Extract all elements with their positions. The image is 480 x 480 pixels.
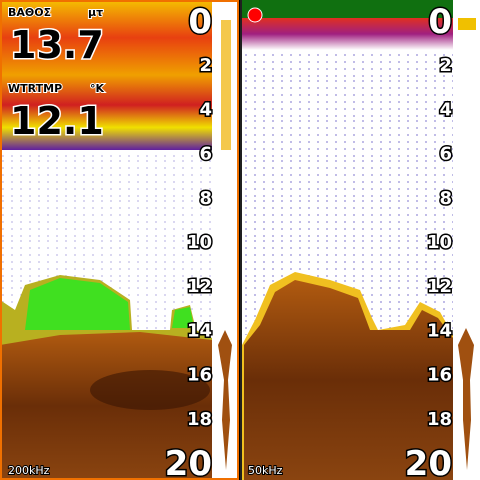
depth-scale-label: 18 <box>427 409 452 430</box>
temp-value: 12.1 <box>10 99 104 143</box>
depth-scale-label: 6 <box>439 144 452 165</box>
depth-scale-label: 20 <box>405 444 452 480</box>
right-panel: 50kHz <box>240 0 480 480</box>
seabed <box>0 332 212 480</box>
depth-scale-label: 10 <box>187 232 212 253</box>
temp-unit: °K <box>90 82 105 95</box>
depth-scale-label: 2 <box>439 55 452 76</box>
frequency: 200kHz <box>8 464 50 477</box>
depth-scale-label: 18 <box>187 409 212 430</box>
surface-clutter <box>242 18 453 50</box>
strip-echo <box>458 328 474 470</box>
divider <box>240 0 242 480</box>
depth-scale-label: 16 <box>187 365 212 386</box>
depth-scale-label: 4 <box>199 99 212 120</box>
depth-unit: μτ <box>88 6 103 19</box>
depth-scale-label: 8 <box>439 188 452 209</box>
left-panel: ΒΑΘΟΣ μτ 13.7 WTRTMP °K 12.1 200kHz <box>0 0 239 480</box>
surface-clutter <box>0 0 212 150</box>
depth-scale-label: 16 <box>427 365 452 386</box>
depth-scale-label: 4 <box>439 99 452 120</box>
depth-scale-label: 12 <box>187 276 212 297</box>
depth-label: ΒΑΘΟΣ <box>8 6 51 19</box>
depth-scale-label: 12 <box>427 276 452 297</box>
temp-label: WTRTMP <box>8 82 62 95</box>
strip-surface <box>221 20 231 150</box>
depth-scale-label: 2 <box>199 55 212 76</box>
depth-scale-label: 0 <box>428 2 452 42</box>
record-indicator <box>247 7 263 23</box>
fish-echo <box>25 278 194 330</box>
frequency: 50kHz <box>248 464 283 477</box>
depth-scale-label: 14 <box>187 320 212 341</box>
depth-scale-label: 6 <box>199 144 212 165</box>
depth-scales: 0 2 4 6 8 10 12 14 16 18 20 0 2 4 6 8 10 12 14 16 18 20 <box>163 1 453 480</box>
depth-value: 13.7 <box>10 23 104 67</box>
depth-scale-label: 10 <box>427 232 452 253</box>
depth-scale-label: 20 <box>165 444 212 480</box>
strip-surface <box>458 18 476 30</box>
strip-echo <box>218 330 232 470</box>
depth-scale-label: 8 <box>199 188 212 209</box>
top-band <box>242 0 453 18</box>
seabed <box>244 280 453 480</box>
depth-scale-label: 0 <box>188 2 212 42</box>
panel-border <box>0 0 239 480</box>
seabed-shadow <box>90 370 210 410</box>
depth-scale-label: 14 <box>427 320 452 341</box>
